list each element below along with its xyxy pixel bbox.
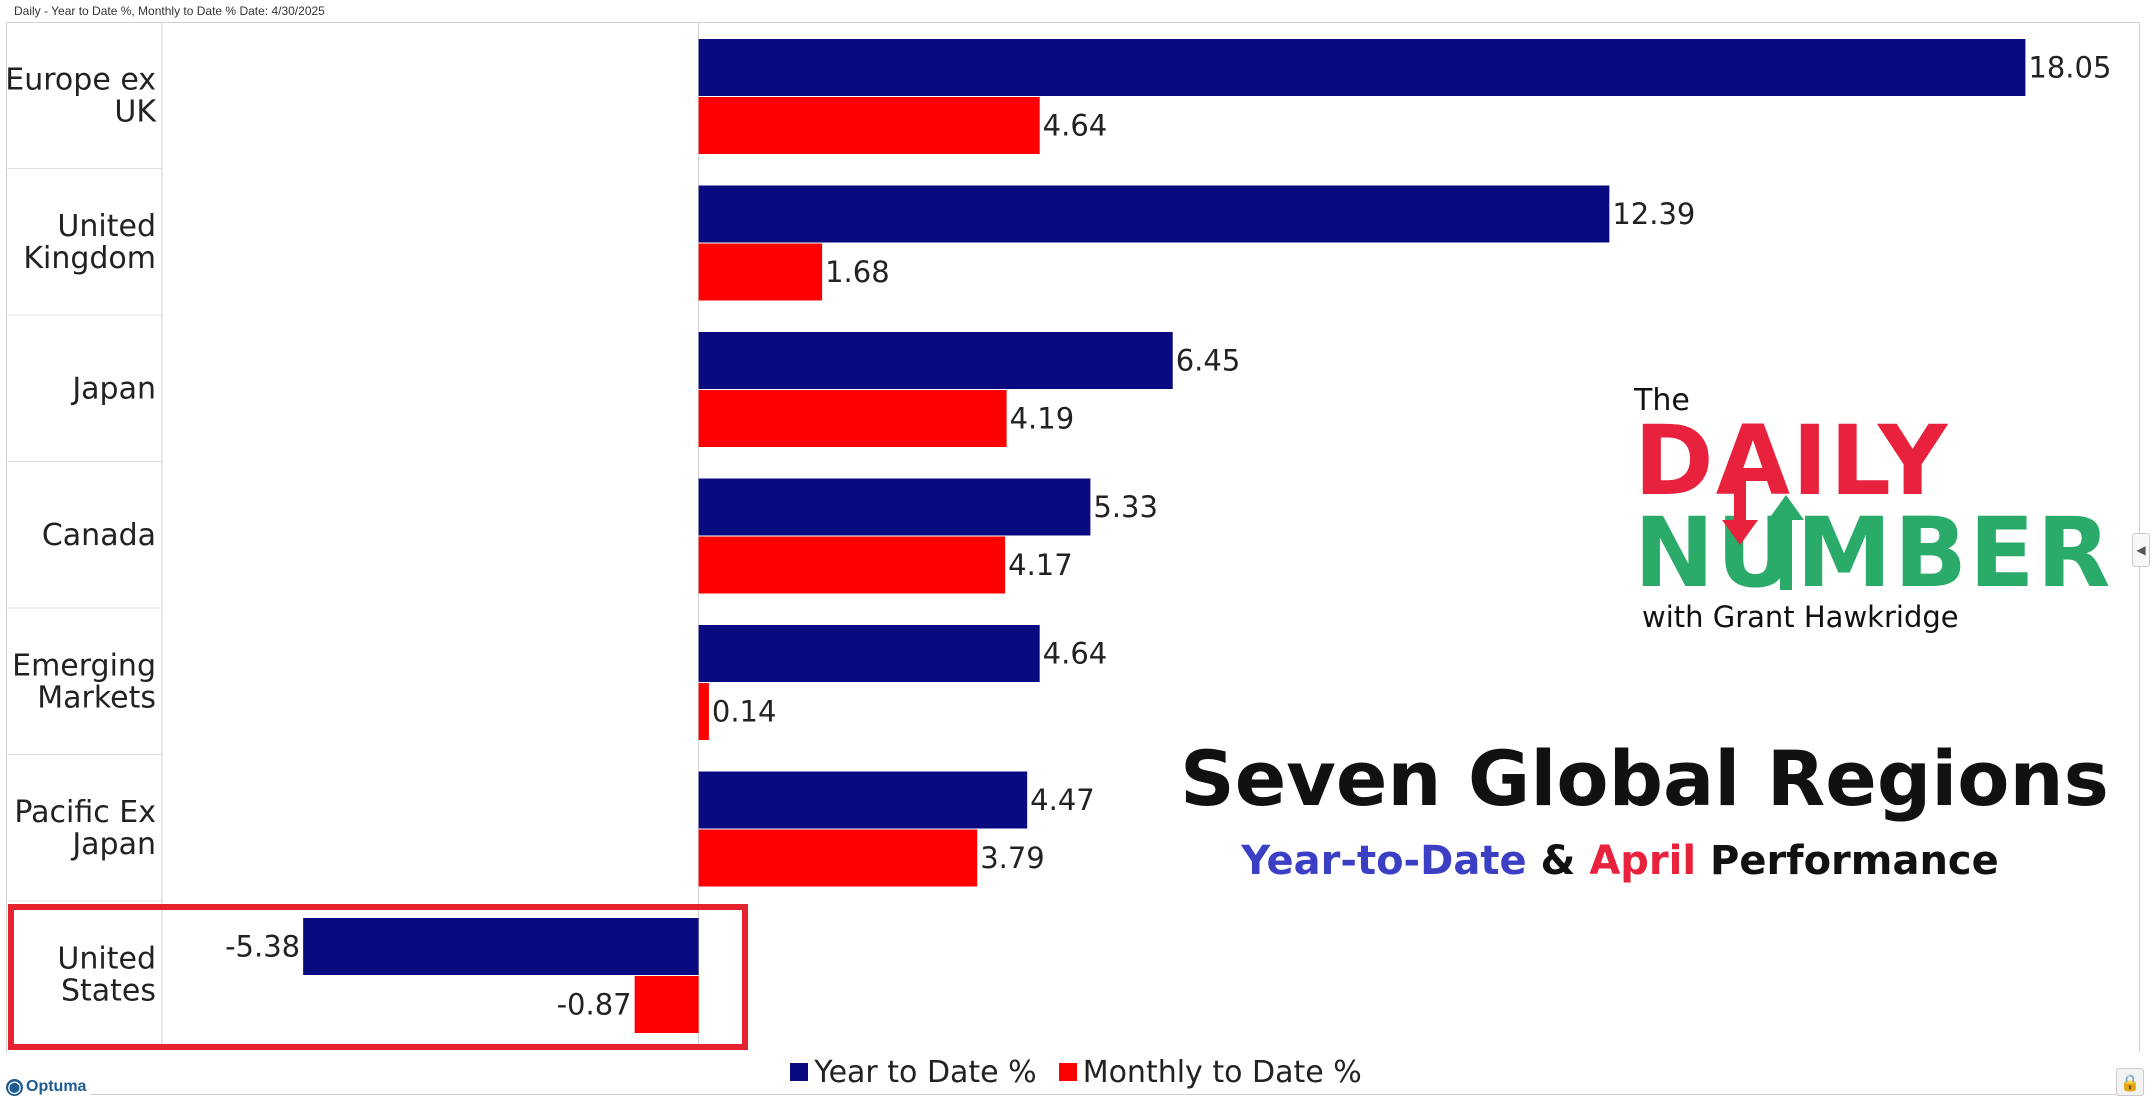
lock-icon[interactable]: 🔒 [2116,1068,2144,1096]
category-label: United [57,209,156,244]
legend-label-mtd: Monthly to Date % [1082,1054,1362,1090]
value-label: 4.47 [1030,783,1095,817]
sub-title-amp: & [1526,838,1590,884]
bar-mtd[interactable] [698,390,1007,447]
bar-ytd[interactable] [698,478,1091,536]
chart-header: Daily - Year to Date %, Monthly to Date … [14,4,325,18]
bar-mtd[interactable] [698,536,1006,594]
legend-item-ytd[interactable]: Year to Date % [790,1054,1037,1090]
category-label: States [61,973,156,1008]
logo-tagline: with Grant Hawkridge [1642,600,1959,634]
bar-mtd[interactable] [698,97,1040,154]
category-label: Canada [42,518,156,553]
optuma-logo[interactable]: ◯ Optuma [6,1078,86,1096]
category-label: Japan [70,371,156,406]
value-label: 4.64 [1043,637,1108,671]
category-label: Markets [37,680,156,715]
sub-title-ytd: Year-to-Date [1241,838,1527,884]
legend-swatch-ytd [790,1063,809,1081]
bar-ytd[interactable] [698,39,2026,96]
main-title: Seven Global Regions [1180,734,2109,823]
bar-mtd[interactable] [634,976,699,1033]
category-label: Europe ex [5,62,156,97]
category-label: Emerging [12,648,156,683]
bar-ytd[interactable] [698,185,1610,243]
legend-label-ytd: Year to Date % [814,1054,1037,1090]
bar-mtd[interactable] [698,829,978,887]
value-label: 3.79 [980,841,1045,875]
bar-ytd[interactable] [698,771,1028,829]
chevron-left-icon[interactable]: ◀ [2132,533,2150,567]
category-label: Japan [70,827,156,862]
sub-title: Year-to-Date & April Performance [1180,838,2060,884]
united-states-highlight-box [8,904,748,1050]
value-label: 1.68 [825,255,890,289]
legend-swatch-mtd [1058,1063,1077,1081]
value-label: -0.87 [557,988,632,1022]
value-label: 4.64 [1043,109,1108,143]
logo-the-text: The [1634,383,1690,418]
bottom-divider [90,1094,2130,1095]
category-label: UK [114,94,157,129]
category-label: United [57,941,156,976]
value-label: 18.05 [2028,51,2111,85]
category-label: Kingdom [23,241,156,276]
value-label: 4.19 [1010,402,1075,436]
bar-mtd[interactable] [698,683,709,740]
optuma-icon: ◯ [6,1078,23,1096]
bar-mtd[interactable] [698,243,823,301]
value-label: 0.14 [712,695,777,729]
value-label: 6.45 [1176,344,1241,378]
value-label: 5.33 [1093,490,1158,524]
bar-ytd[interactable] [303,918,699,975]
chart-legend: Year to Date % Monthly to Date % [0,1052,2152,1092]
sub-title-rest: Performance [1696,838,1999,884]
logo-number-text: NUMBER [1634,497,2113,609]
sub-title-april: April [1589,838,1697,884]
category-label: Pacific Ex [14,795,156,830]
legend-item-mtd[interactable]: Monthly to Date % [1058,1054,1362,1090]
bar-ytd[interactable] [698,625,1040,682]
value-label: 12.39 [1612,197,1695,231]
value-label: -5.38 [225,930,300,964]
bar-ytd[interactable] [698,332,1173,389]
value-label: 4.17 [1008,548,1073,582]
optuma-text: Optuma [26,1078,87,1095]
logo-daily-text: DAILY [1634,405,1950,517]
